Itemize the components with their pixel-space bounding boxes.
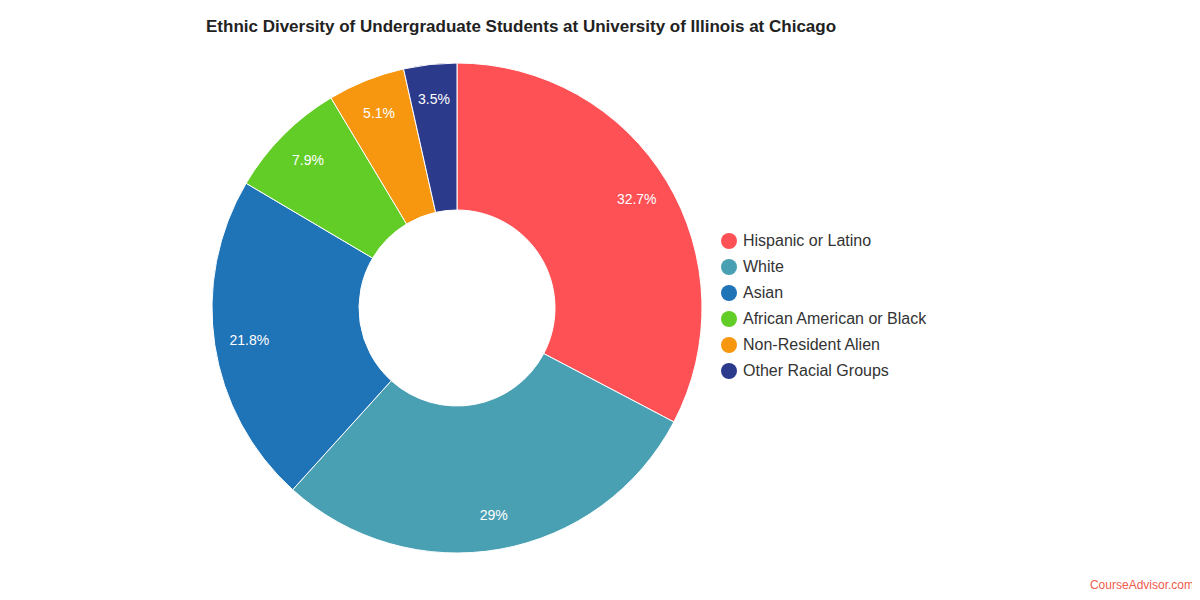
html-text:African American or Black: African American or Black (743, 310, 927, 327)
html-text:Non-Resident Alien: Non-Resident Alien (743, 336, 880, 353)
html-text:Asian: Asian (743, 284, 783, 301)
svg-text:3.5%: 3.5% (418, 91, 450, 107)
svg-text:32.7%: 32.7% (617, 191, 657, 207)
html-text:Other Racial Groups: Other Racial Groups (743, 362, 889, 379)
svg-text:21.8%: 21.8% (230, 332, 270, 348)
svg-text:5.1%: 5.1% (363, 105, 395, 121)
svg-text:29%: 29% (480, 507, 508, 523)
html-text:CourseAdvisor.com: CourseAdvisor.com (1090, 578, 1194, 592)
html-text:White: White (743, 258, 784, 275)
svg-text:7.9%: 7.9% (292, 152, 324, 168)
html-text:Hispanic or Latino: Hispanic or Latino (743, 232, 872, 249)
html-text:Ethnic Diversity of Undergradu: Ethnic Diversity of Undergraduate Studen… (206, 17, 837, 36)
